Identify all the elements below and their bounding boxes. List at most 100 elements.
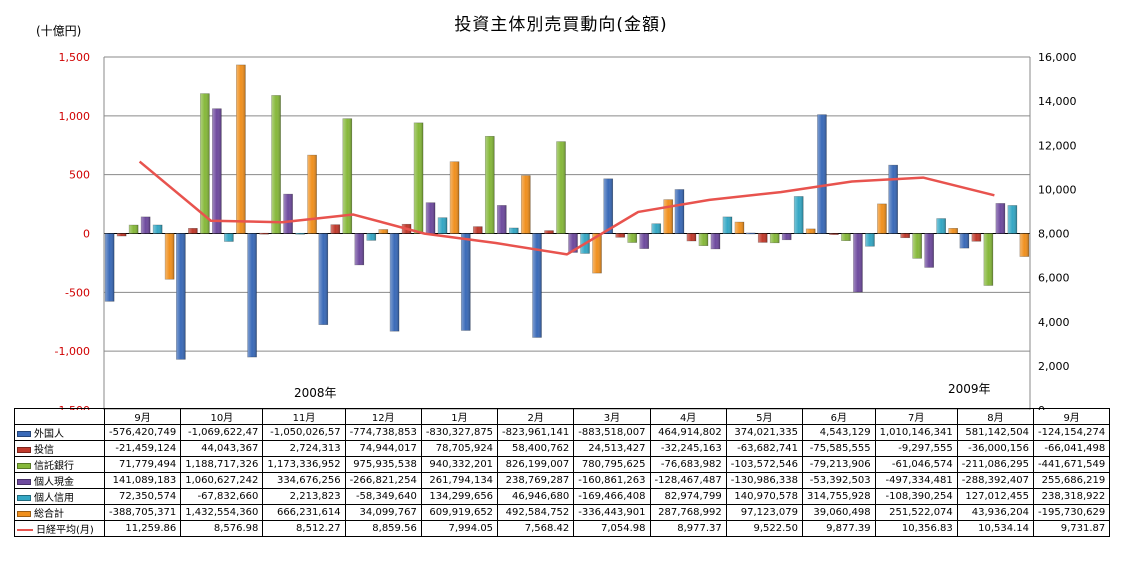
table-cell: 58,400,762: [497, 440, 575, 457]
table-cell: -124,154,274: [1033, 424, 1111, 441]
right-axis-tick-label: 4,000: [1038, 316, 1070, 329]
bar-6-6: [520, 175, 531, 234]
bar-shading: [829, 233, 839, 235]
bar-shading: [224, 233, 234, 242]
bar-shading: [568, 233, 578, 253]
bar-shading: [259, 233, 269, 235]
bar-1-4: [318, 233, 329, 325]
bar-shading: [165, 233, 175, 280]
bar-2-11: [829, 233, 839, 235]
bar-4-3: [283, 193, 293, 234]
table-series-header: 信託銀行: [14, 456, 105, 473]
table-cell: 238,769,287: [497, 472, 575, 489]
bar-5-6: [508, 227, 519, 234]
right-axis-tick-label: 12,000: [1038, 139, 1077, 152]
right-axis-ticks: 0 2,000 4,000 6,000 8,000 10,000 12,000 14,000 1…: [1038, 51, 1077, 410]
table-month-header: 10月: [180, 408, 264, 425]
table-cell: 9,522.50: [725, 520, 803, 537]
table-cell: 24,513,427: [573, 440, 651, 457]
bar-1-3: [247, 233, 257, 358]
table-cell: -21,459,124: [103, 440, 182, 457]
table-cell: 39,060,498: [801, 504, 876, 521]
table-cell: 74,944,017: [344, 440, 422, 457]
table-cell: -576,420,749: [103, 424, 182, 441]
bar-1-12: [888, 164, 898, 234]
bar-shading: [318, 233, 328, 325]
bar-4-4: [354, 233, 365, 266]
table-cell: 4,543,129: [801, 424, 876, 441]
table-cell: 10,356.83: [874, 520, 958, 537]
table-row: 信託銀行 71,779,494 1,188,717,326 1,173,336,952…: [14, 456, 1111, 473]
left-axis-tick-label: 0: [83, 228, 90, 241]
table-cell: 780,795,625: [573, 456, 651, 473]
bar-6-11: [877, 203, 887, 234]
table-cell: 2,213,823: [262, 488, 346, 505]
bar-shading: [782, 233, 792, 240]
table-cell: 9,731.87: [1033, 520, 1111, 537]
legend-swatch: [17, 529, 33, 531]
table-cell: -288,392,407: [956, 472, 1035, 489]
bar-shading: [912, 233, 922, 259]
bar-series: [104, 64, 1030, 360]
table-cell: -211,086,295: [956, 456, 1035, 473]
series-name: 投信: [34, 445, 54, 456]
bar-shading: [734, 222, 744, 234]
table-cell: 666,231,614: [262, 504, 346, 521]
bar-1-2: [176, 233, 186, 360]
table-cell: -9,297,555: [874, 440, 958, 457]
bar-4-11: [853, 233, 863, 293]
table-cell: -388,705,371: [103, 504, 182, 521]
bar-shading: [983, 233, 993, 286]
bar-5-11: [865, 233, 875, 247]
table-cell: 1,060,627,242: [180, 472, 264, 489]
bar-2-12: [900, 233, 910, 239]
bar-shading: [200, 93, 210, 234]
bar-shading: [686, 233, 696, 241]
table-cell: 46,946,680: [497, 488, 575, 505]
table-cell: 7,054.98: [573, 520, 651, 537]
table-month-header: 11月: [262, 408, 346, 425]
bar-1-1: [104, 233, 115, 302]
table-series-header: 個人現金: [14, 472, 105, 489]
bar-shading: [366, 233, 376, 241]
bar-shading: [841, 233, 851, 241]
bar-shading: [378, 229, 388, 234]
bar-5-10: [793, 196, 804, 234]
table-cell: 140,970,578: [725, 488, 803, 505]
bar-3-9: [698, 233, 709, 246]
bar-shading: [330, 224, 340, 234]
right-axis-tick-label: 0: [1038, 404, 1045, 410]
bar-2-9: [686, 233, 697, 242]
bar-4-2: [212, 108, 222, 234]
table-cell: 127,012,455: [956, 488, 1035, 505]
table-cell: -130,986,338: [725, 472, 803, 489]
bar-1-5: [389, 233, 400, 332]
right-axis-tick-label: 2,000: [1038, 360, 1070, 373]
table-month-header: 2月: [497, 408, 575, 425]
bar-shading: [948, 228, 958, 234]
bar-6-8: [663, 199, 674, 234]
table-cell: 44,043,367: [180, 440, 264, 457]
legend-swatch: [17, 479, 31, 485]
bar-3-10: [769, 233, 780, 244]
right-axis-tick-label: 6,000: [1038, 272, 1070, 285]
table-month-header: 12月: [344, 408, 422, 425]
table-series-header: 個人信用: [14, 488, 105, 505]
bar-shading: [817, 114, 827, 234]
table-row: 個人現金 141,089,183 1,060,627,242 334,676,256-…: [14, 472, 1111, 489]
bar-5-12: [936, 218, 946, 234]
table-cell: 9,877.39: [801, 520, 876, 537]
table-cell: 609,919,652: [420, 504, 499, 521]
bar-shading: [674, 189, 684, 234]
table-cell: -823,961,141: [497, 424, 575, 441]
bar-5-2: [224, 233, 234, 242]
table-cell: 940,332,201: [420, 456, 499, 473]
table-month-header: 8月: [956, 408, 1035, 425]
table-cell: 8,859.56: [344, 520, 422, 537]
legend-swatch: [17, 463, 31, 469]
table-cell: 492,584,752: [497, 504, 575, 521]
bar-5-5: [437, 217, 448, 234]
bar-1-7: [532, 233, 542, 338]
series-name: 外国人: [34, 429, 64, 440]
left-axis-tick-label: -1,500: [55, 404, 90, 410]
